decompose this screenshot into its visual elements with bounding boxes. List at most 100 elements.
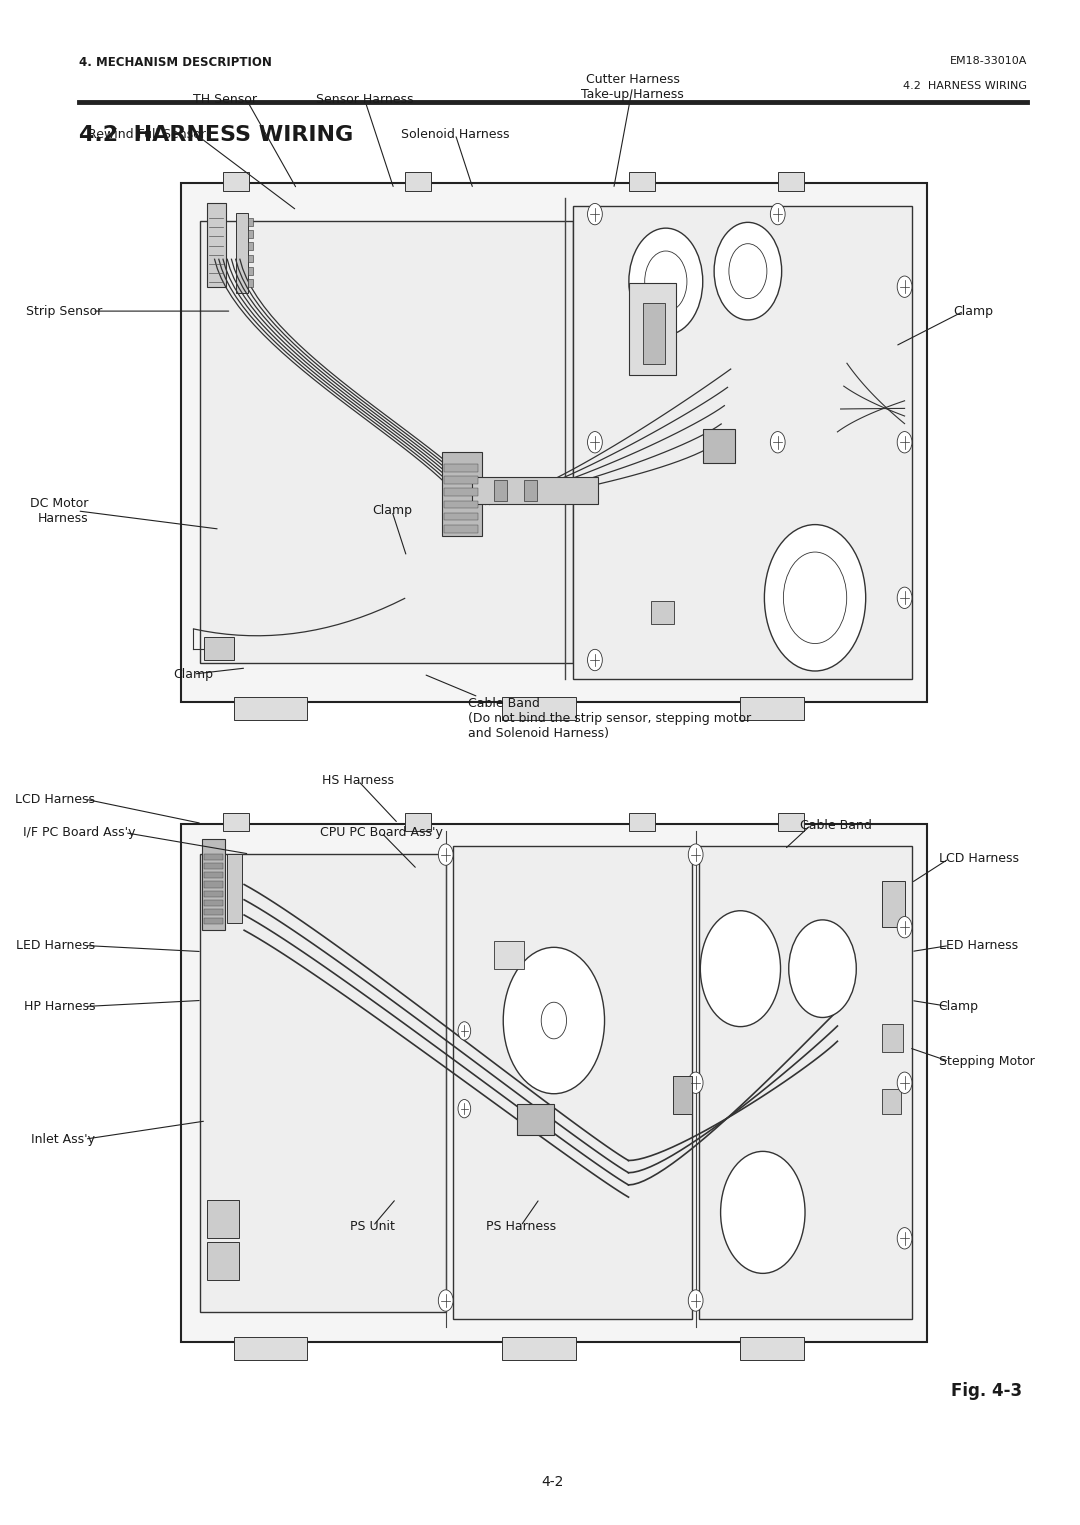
Bar [204, 891, 224, 897]
Circle shape [720, 1151, 805, 1273]
Text: LCD Harness: LCD Harness [939, 852, 1018, 865]
Bar [882, 881, 905, 927]
Bar [248, 255, 253, 262]
Bar [248, 218, 253, 226]
Bar [204, 909, 224, 915]
Text: 4-2: 4-2 [541, 1475, 564, 1490]
Text: LCD Harness: LCD Harness [15, 793, 95, 805]
Bar [644, 303, 664, 364]
Bar [202, 839, 225, 930]
Circle shape [897, 1072, 912, 1093]
Text: I/F PC Board Ass'y: I/F PC Board Ass'y [23, 827, 135, 839]
Circle shape [688, 1072, 703, 1093]
Circle shape [503, 947, 605, 1093]
Bar [454, 846, 692, 1319]
Text: Clamp: Clamp [174, 668, 214, 680]
Bar [180, 183, 927, 702]
Circle shape [700, 910, 781, 1026]
Text: Cable Band: Cable Band [800, 819, 873, 831]
Bar [204, 918, 224, 924]
Bar [629, 284, 676, 375]
Bar [501, 1337, 576, 1360]
Text: EM18-33010A: EM18-33010A [949, 56, 1027, 67]
Bar [200, 221, 572, 663]
Bar [700, 846, 912, 1319]
Text: Solenoid Harness: Solenoid Harness [401, 128, 510, 140]
Bar [444, 500, 477, 508]
Bar [248, 230, 253, 238]
Bar [629, 172, 654, 191]
Circle shape [588, 432, 603, 453]
Bar [442, 451, 482, 535]
Circle shape [714, 223, 782, 320]
Bar [495, 480, 507, 502]
Circle shape [765, 525, 866, 671]
Bar [204, 863, 224, 869]
Circle shape [770, 432, 785, 453]
Bar [235, 214, 248, 293]
Circle shape [588, 203, 603, 224]
Circle shape [458, 1022, 471, 1040]
Bar [472, 477, 598, 505]
Bar [233, 697, 308, 720]
Bar [204, 854, 224, 860]
Bar [673, 1075, 692, 1113]
Bar [180, 824, 927, 1342]
Bar [204, 872, 224, 878]
Bar [501, 697, 576, 720]
Bar [233, 1337, 308, 1360]
Bar [207, 203, 226, 287]
Circle shape [897, 917, 912, 938]
Bar [778, 172, 805, 191]
Text: Fig. 4-3: Fig. 4-3 [951, 1382, 1023, 1400]
Bar [882, 1025, 903, 1052]
Text: LED Harness: LED Harness [939, 939, 1017, 952]
Circle shape [688, 1290, 703, 1311]
Bar [224, 813, 249, 831]
Circle shape [783, 552, 847, 644]
Text: Clamp: Clamp [939, 1000, 978, 1013]
Text: HS Harness: HS Harness [322, 775, 394, 787]
Bar [248, 279, 253, 287]
Circle shape [645, 252, 687, 313]
Text: HP Harness: HP Harness [24, 1000, 95, 1013]
Text: TH Sensor: TH Sensor [193, 93, 257, 105]
Bar [495, 941, 524, 968]
Bar [248, 242, 253, 250]
Text: Stepping Motor: Stepping Motor [939, 1055, 1035, 1068]
Bar [516, 1104, 554, 1135]
Bar [741, 1337, 804, 1360]
Circle shape [458, 1100, 471, 1118]
Bar [405, 172, 431, 191]
Bar [207, 1241, 239, 1279]
Bar [227, 854, 242, 923]
Text: Cutter Harness
Take-up Harness: Cutter Harness Take-up Harness [581, 73, 684, 101]
Bar [444, 512, 477, 520]
Bar [248, 267, 253, 274]
Text: 4. MECHANISM DESCRIPTION: 4. MECHANISM DESCRIPTION [80, 56, 272, 70]
Circle shape [729, 244, 767, 299]
Text: PS Harness: PS Harness [486, 1220, 556, 1232]
Text: Strip Sensor: Strip Sensor [27, 305, 103, 317]
Text: Inlet Ass'y: Inlet Ass'y [31, 1133, 95, 1145]
Bar [207, 1200, 239, 1238]
Bar [778, 813, 805, 831]
Text: Cable Band
(Do not bind the strip sensor, stepping motor
and Solenoid Harness): Cable Band (Do not bind the strip sensor… [468, 697, 751, 740]
Bar [444, 525, 477, 532]
Bar [524, 480, 537, 502]
Circle shape [897, 1228, 912, 1249]
Bar [629, 813, 654, 831]
Circle shape [688, 843, 703, 865]
Circle shape [629, 229, 703, 336]
Bar [741, 697, 804, 720]
Text: Clamp: Clamp [954, 305, 994, 317]
Bar [204, 881, 224, 888]
Bar [882, 1089, 901, 1113]
Circle shape [897, 276, 912, 297]
Text: DC Motor
Harness: DC Motor Harness [29, 497, 87, 525]
Bar [572, 206, 912, 679]
Circle shape [770, 203, 785, 224]
Bar [200, 854, 446, 1312]
Bar [651, 601, 674, 624]
Text: Sensor Harness: Sensor Harness [315, 93, 414, 105]
